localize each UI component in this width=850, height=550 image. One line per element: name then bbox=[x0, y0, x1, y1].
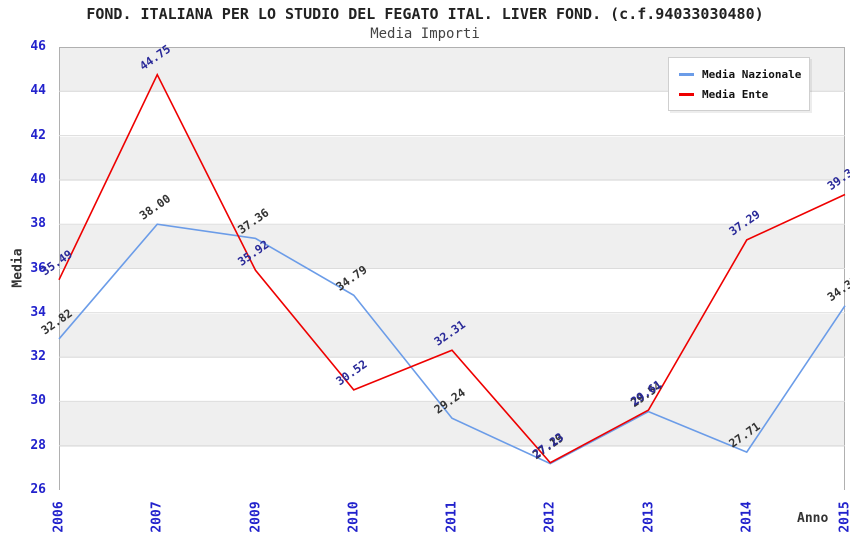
point-label: 39.34 bbox=[825, 162, 850, 193]
y-tick-label: 44 bbox=[30, 83, 46, 99]
y-tick-label: 28 bbox=[30, 437, 46, 453]
background-bands bbox=[60, 48, 844, 491]
band bbox=[60, 225, 844, 270]
x-axis-title: Anno bbox=[797, 511, 829, 526]
y-tick-label: 40 bbox=[30, 171, 46, 187]
legend-item-media-ente: Media Ente bbox=[679, 84, 801, 104]
y-tick-label: 46 bbox=[30, 39, 46, 54]
chart-subtitle: Media Importi bbox=[370, 26, 480, 42]
y-tick-label: 30 bbox=[30, 393, 46, 409]
point-label: 44.75 bbox=[137, 42, 173, 73]
plot-area bbox=[59, 47, 845, 491]
y-tick-label: 36 bbox=[30, 260, 46, 276]
legend-label: Media Nazionale bbox=[702, 67, 802, 81]
point-label: 32.82 bbox=[39, 306, 75, 337]
ente-line-swatch-icon bbox=[679, 92, 694, 96]
nazionale-line-swatch-icon bbox=[679, 72, 694, 76]
point-label: 37.29 bbox=[726, 207, 762, 238]
point-label: 34.79 bbox=[333, 262, 369, 293]
legend: Media Nazionale Media Ente bbox=[668, 57, 810, 111]
chart-title: FOND. ITALIANA PER LO STUDIO DEL FEGATO … bbox=[86, 5, 764, 23]
band bbox=[60, 402, 844, 447]
point-label: 30.52 bbox=[333, 357, 369, 388]
point-label: 34.32 bbox=[825, 273, 850, 304]
y-tick-label: 38 bbox=[30, 216, 46, 232]
point-label: 35.49 bbox=[39, 247, 75, 278]
y-tick-label: 26 bbox=[30, 482, 46, 497]
band bbox=[60, 358, 844, 403]
point-label: 32.31 bbox=[432, 317, 468, 348]
band bbox=[60, 180, 844, 226]
series-line-media-ente bbox=[58, 72, 846, 464]
legend-item-media-nazionale: Media Nazionale bbox=[679, 64, 801, 84]
series-line-media-nazionale bbox=[58, 223, 846, 465]
band bbox=[60, 136, 844, 181]
band bbox=[60, 269, 844, 314]
y-tick-label: 32 bbox=[30, 349, 46, 365]
band bbox=[60, 446, 844, 491]
point-label: 37.36 bbox=[235, 205, 271, 236]
y-tick-label: 42 bbox=[30, 127, 46, 143]
legend-label: Media Ente bbox=[702, 87, 769, 101]
point-label: 38.00 bbox=[137, 191, 173, 222]
y-tick-label: 34 bbox=[30, 304, 46, 320]
